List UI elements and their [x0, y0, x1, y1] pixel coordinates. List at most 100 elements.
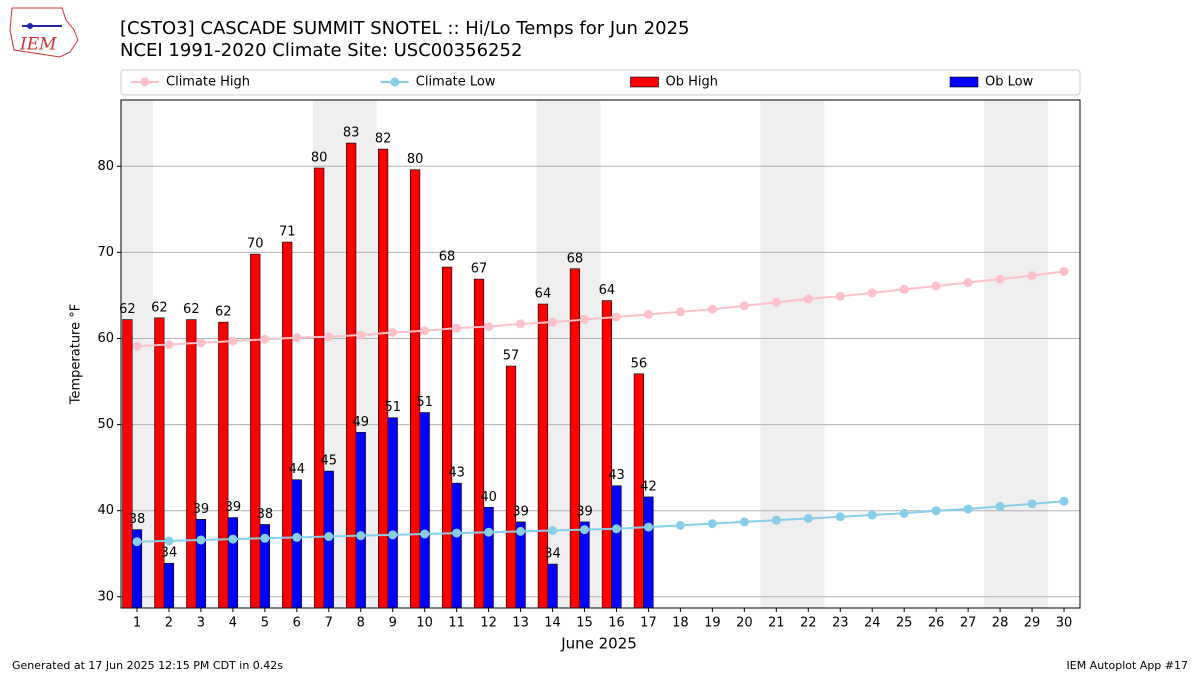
- data-label: 49: [352, 415, 369, 430]
- x-tick-label: 7: [325, 616, 333, 631]
- point: [292, 532, 302, 542]
- point: [1059, 266, 1069, 276]
- x-tick-label: 10: [416, 616, 433, 631]
- bar: [250, 253, 261, 609]
- data-label: 39: [193, 502, 210, 517]
- data-label: 62: [215, 305, 232, 320]
- bar: [579, 521, 590, 609]
- data-label: 38: [129, 512, 146, 527]
- x-tick-label: 17: [640, 616, 657, 631]
- plot-frame: [120, 99, 1081, 609]
- data-label: 70: [247, 237, 264, 252]
- x-tick-label: 20: [736, 616, 753, 631]
- point: [899, 508, 909, 518]
- point: [356, 531, 366, 541]
- point: [771, 515, 781, 525]
- x-tick-label: 8: [357, 616, 365, 631]
- point: [260, 334, 270, 344]
- point: [1059, 496, 1069, 506]
- point: [164, 536, 174, 546]
- bar: [122, 319, 133, 609]
- data-label: 82: [375, 132, 392, 147]
- point: [1027, 499, 1037, 509]
- data-label: 42: [640, 479, 657, 494]
- data-label: 68: [439, 250, 456, 265]
- chart-title: [CSTO3] CASCADE SUMMIT SNOTEL :: Hi/Lo T…: [120, 18, 689, 39]
- x-tick-label: 2: [165, 616, 173, 631]
- point: [516, 319, 526, 329]
- bar: [601, 300, 612, 609]
- bar: [227, 517, 238, 609]
- x-tick-label: 4: [229, 616, 237, 631]
- footer-left: Generated at 17 Jun 2025 12:15 PM CDT in…: [12, 659, 283, 672]
- point: [739, 301, 749, 311]
- x-tick-label: 14: [544, 616, 561, 631]
- data-label: 67: [471, 262, 488, 277]
- point: [388, 530, 398, 540]
- y-tick-label: 30: [97, 589, 114, 604]
- bar: [378, 148, 389, 609]
- bar: [409, 169, 421, 609]
- bar: [537, 303, 549, 609]
- footer-right: IEM Autoplot App #17: [1067, 659, 1189, 672]
- bar: [611, 485, 622, 609]
- point: [803, 294, 813, 304]
- point: [548, 317, 558, 327]
- x-tick-label: 23: [832, 616, 849, 631]
- point: [132, 537, 142, 547]
- point: [452, 323, 462, 333]
- x-tick-label: 11: [448, 616, 465, 631]
- x-tick-label: 12: [480, 616, 497, 631]
- bar: [346, 142, 357, 609]
- data-label: 71: [279, 225, 296, 240]
- point: [324, 332, 334, 342]
- y-tick-label: 50: [97, 417, 114, 432]
- point: [963, 278, 973, 288]
- data-label: 80: [311, 151, 328, 166]
- point: [452, 528, 462, 538]
- bar: [291, 479, 302, 609]
- legend-swatch: [630, 76, 659, 88]
- data-label: 45: [321, 454, 338, 469]
- point: [995, 274, 1005, 284]
- point: [803, 513, 813, 523]
- data-label: 34: [544, 547, 561, 562]
- point: [835, 291, 845, 301]
- weekend-shade: [984, 100, 1049, 608]
- bar: [419, 412, 430, 609]
- bar: [163, 562, 175, 609]
- point: [771, 297, 781, 307]
- x-tick-label: 26: [928, 616, 945, 631]
- point: [196, 338, 206, 348]
- data-label: 43: [448, 466, 465, 481]
- bar: [218, 321, 229, 609]
- bar: [643, 496, 654, 609]
- data-label: 62: [183, 302, 200, 317]
- data-label: 43: [608, 468, 625, 483]
- x-tick-label: 15: [576, 616, 593, 631]
- point: [164, 340, 174, 350]
- point: [867, 288, 877, 298]
- point: [643, 309, 653, 319]
- x-tick-label: 28: [992, 616, 1009, 631]
- x-tick-label: 1: [133, 616, 141, 631]
- data-label: 68: [567, 251, 584, 266]
- legend-label: Ob Low: [985, 75, 1034, 90]
- x-tick-label: 24: [864, 616, 881, 631]
- y-tick-label: 40: [97, 503, 114, 518]
- point: [228, 534, 238, 544]
- legend-label: Climate High: [166, 75, 250, 90]
- x-tick-label: 6: [293, 616, 301, 631]
- legend-point: [390, 77, 400, 87]
- point: [899, 284, 909, 294]
- point: [867, 510, 877, 520]
- x-tick-label: 13: [512, 616, 529, 631]
- point: [516, 526, 526, 536]
- logo: IEM: [9, 7, 79, 58]
- data-label: 62: [119, 302, 136, 317]
- point: [388, 327, 398, 337]
- x-tick-label: 30: [1056, 616, 1073, 631]
- point: [1027, 271, 1037, 281]
- legend-label: Climate Low: [416, 75, 496, 90]
